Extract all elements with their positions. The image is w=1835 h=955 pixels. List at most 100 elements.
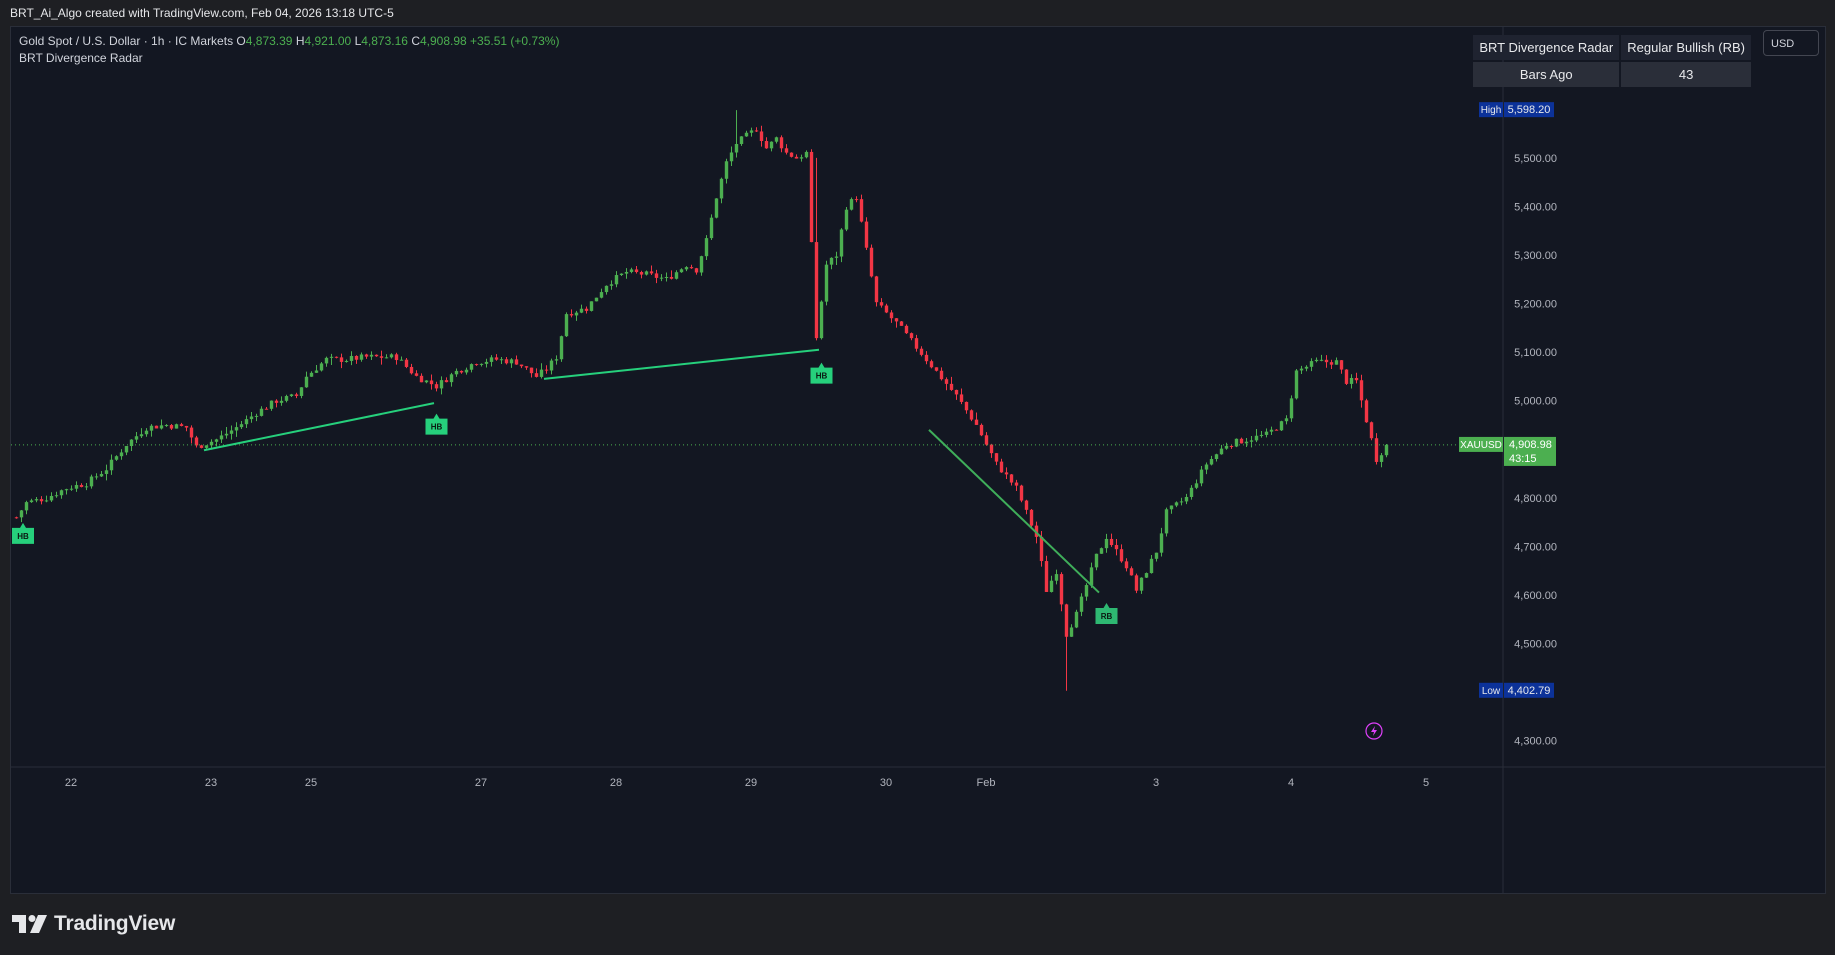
candle-body: [864, 221, 869, 248]
tradingview-logo[interactable]: TradingView: [12, 912, 175, 936]
tradingview-brand: TradingView: [54, 912, 176, 935]
candle-body: [124, 446, 129, 453]
x-tick-label: 5: [1423, 777, 1429, 789]
candle-body: [979, 424, 984, 436]
candle-body: [1089, 567, 1094, 586]
candle-body: [1164, 509, 1169, 534]
candle-body: [94, 476, 99, 478]
candle-body: [149, 425, 154, 431]
candle-body: [274, 400, 279, 403]
candle-body: [659, 277, 664, 279]
candle-body: [1324, 359, 1329, 363]
candle-body: [179, 424, 184, 426]
candle-body: [1234, 438, 1239, 447]
candle-body: [914, 338, 919, 349]
candle-body: [619, 273, 624, 276]
candle-body: [794, 156, 799, 159]
price-chart[interactable]: HB HB HB RB 4,300.00 4,500.00 4,600.00 4,700.0…: [11, 27, 1825, 893]
candle-body: [1179, 501, 1184, 503]
candle-body: [189, 427, 194, 438]
symbol-legend-row: Gold Spot / U.S. Dollar · 1h · IC Market…: [19, 33, 559, 50]
indicator-legend[interactable]: BRT Divergence Radar: [19, 51, 143, 65]
candle-body: [1214, 454, 1219, 459]
bars-ago-label-cell: Bars Ago: [1473, 62, 1620, 87]
signal-label-badge: [12, 522, 34, 544]
candle-body: [399, 359, 404, 361]
candle-body: [509, 359, 514, 364]
candle-body: [339, 357, 344, 362]
candle-body: [1219, 448, 1224, 455]
candle-body: [1024, 500, 1029, 510]
signal-labels: HB HB HB RB: [12, 362, 1383, 740]
high-tag-label: High: [1481, 105, 1502, 116]
currency-button[interactable]: USD: [1763, 30, 1819, 56]
candle-body: [1339, 360, 1344, 370]
close-label: C: [411, 34, 420, 48]
candle-body: [104, 470, 109, 474]
candle-body: [1204, 464, 1209, 470]
candle-body: [1304, 366, 1309, 369]
candle-body: [534, 373, 539, 377]
candle-body: [244, 419, 249, 425]
candle-body: [989, 444, 994, 454]
candle-body: [39, 499, 44, 502]
candle-body: [1114, 545, 1119, 550]
candle-body: [579, 308, 584, 313]
change-value: +35.51 (+0.73%): [470, 34, 560, 48]
candle-body: [559, 336, 564, 360]
candle-body: [1074, 611, 1079, 628]
candle-body: [164, 425, 169, 427]
candle-body: [324, 357, 329, 364]
candle-body: [209, 441, 214, 446]
candle-body: [894, 318, 899, 322]
candle-body: [754, 130, 759, 132]
high-label: H: [295, 34, 305, 48]
candle-body: [779, 137, 784, 149]
candle-body: [1369, 422, 1374, 439]
candle-body: [694, 268, 699, 273]
x-tick-label: 30: [880, 777, 892, 789]
candle-body: [644, 271, 649, 275]
candle-body: [1129, 568, 1134, 576]
y-tick-label: 4,700.00: [1514, 541, 1557, 553]
candle-body: [334, 356, 339, 358]
candle-body: [1199, 469, 1204, 484]
candle-body: [669, 277, 674, 279]
candle-body: [129, 439, 134, 447]
candle-body: [729, 152, 734, 162]
candle-body: [684, 267, 689, 270]
candle-body: [1174, 502, 1179, 506]
candle-body: [1119, 549, 1124, 562]
candle-body: [1264, 431, 1269, 435]
candle-body: [1229, 445, 1234, 447]
candle-body: [959, 394, 964, 402]
candle-body: [349, 355, 354, 361]
high-price-text: 5,598.20: [1508, 104, 1551, 116]
candle-body: [629, 269, 634, 272]
candle-body: [769, 141, 774, 149]
candle-body: [1084, 585, 1089, 597]
candle-body: [604, 285, 609, 293]
candle-body: [359, 354, 364, 360]
candle-body: [919, 348, 924, 355]
candle-body: [199, 445, 204, 448]
candle-body: [319, 363, 324, 371]
signal-label-badge: [810, 362, 833, 384]
candle-body: [29, 500, 34, 503]
candle-body: [664, 277, 669, 279]
x-tick-label: 22: [65, 777, 77, 789]
symbol-title: Gold Spot / U.S. Dollar · 1h · IC Market…: [19, 34, 234, 48]
candle-body: [564, 314, 569, 337]
lightning-icon[interactable]: [1365, 722, 1383, 740]
y-tick-label: 4,500.00: [1514, 639, 1557, 651]
low-price-text: 4,402.79: [1508, 685, 1551, 697]
x-tick-label: 3: [1153, 777, 1159, 789]
candle-body: [304, 376, 309, 388]
candle-body: [474, 364, 479, 366]
candle-body: [374, 354, 379, 357]
candle-body: [889, 312, 894, 319]
y-tick-label: 5,500.00: [1514, 153, 1557, 165]
candle-body: [1354, 377, 1359, 381]
candle-body: [1054, 574, 1059, 581]
chart-panel[interactable]: HB HB HB RB 4,300.00 4,500.00 4,600.00 4,700.0…: [10, 26, 1826, 894]
